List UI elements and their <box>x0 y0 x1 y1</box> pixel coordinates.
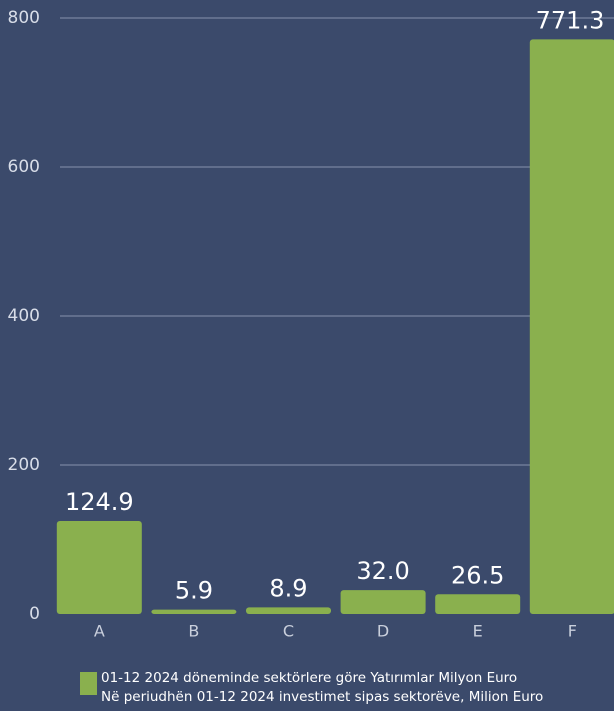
y-tick-label: 0 <box>29 604 40 624</box>
bar <box>435 594 521 614</box>
bar <box>529 39 614 614</box>
y-tick-label: 600 <box>8 157 40 177</box>
data-label: 26.5 <box>451 561 504 589</box>
x-tick-label: E <box>473 622 483 641</box>
legend-swatch <box>80 672 97 695</box>
bar <box>340 590 426 614</box>
data-label: 771.3 <box>536 6 605 34</box>
legend-label: Në periudhën 01-12 2024 investimet sipas… <box>101 689 543 705</box>
data-label: 5.9 <box>175 577 213 605</box>
bar <box>151 609 237 614</box>
bar <box>56 520 142 614</box>
x-tick-label: F <box>568 622 577 641</box>
x-tick-label: A <box>94 622 105 641</box>
y-tick-label: 800 <box>8 8 40 28</box>
legend-label: 01-12 2024 döneminde sektörlere göre Yat… <box>101 670 517 686</box>
y-tick-label: 400 <box>8 306 40 326</box>
y-tick-label: 200 <box>8 455 40 475</box>
x-tick-label: D <box>377 622 389 641</box>
data-label: 8.9 <box>269 574 307 602</box>
data-label: 32.0 <box>356 557 409 585</box>
bar <box>246 607 331 614</box>
data-label: 124.9 <box>65 488 134 516</box>
x-tick-label: B <box>188 622 199 641</box>
x-tick-label: C <box>283 622 294 641</box>
